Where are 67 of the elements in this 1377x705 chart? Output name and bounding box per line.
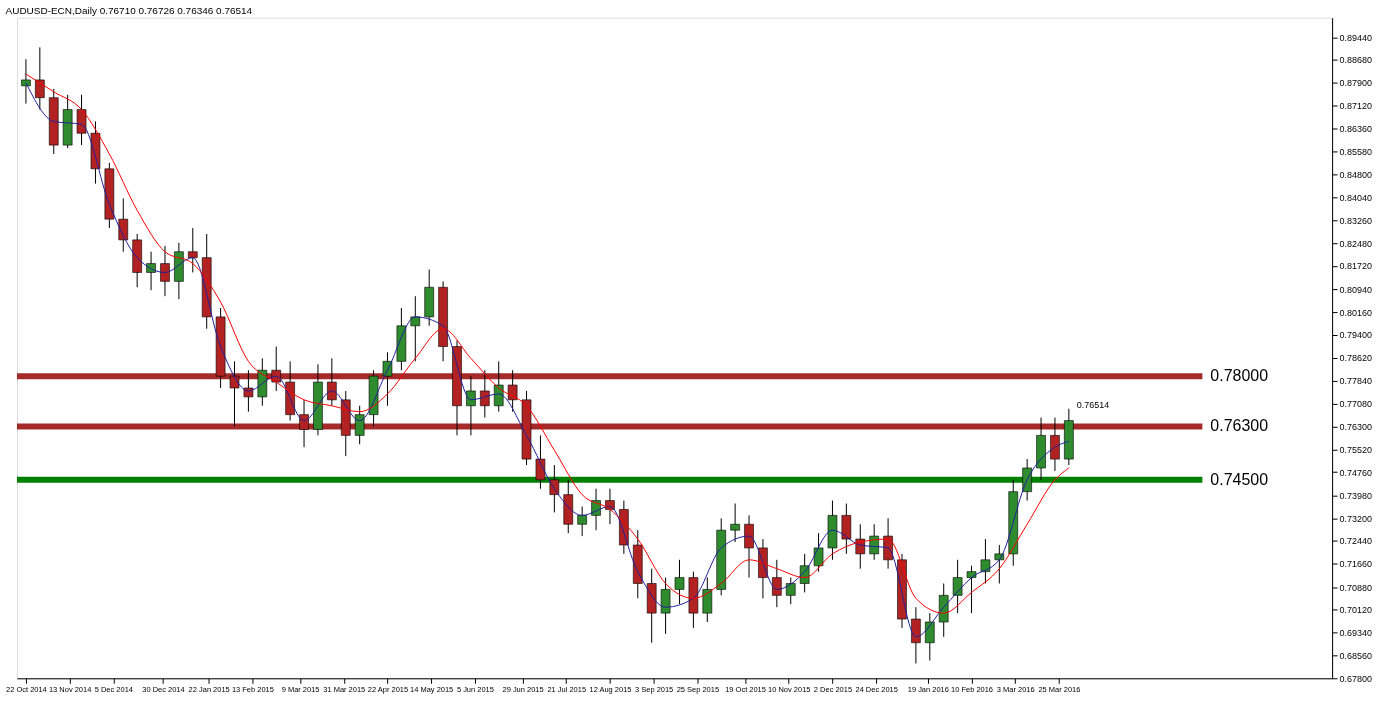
y-tick-label: 0.70880 — [1339, 582, 1373, 593]
y-tick-label: 0.71660 — [1339, 559, 1373, 570]
y-tick-label: 0.77080 — [1339, 398, 1373, 409]
candlestick — [188, 227, 198, 273]
candlestick — [660, 577, 671, 635]
y-tick-label: 0.80940 — [1339, 284, 1373, 295]
y-tick-label: 0.80160 — [1339, 307, 1373, 318]
y-tick-label: 0.78620 — [1339, 353, 1373, 364]
candlestick — [229, 360, 240, 427]
y-tick-label: 0.73980 — [1339, 490, 1373, 501]
candlestick — [772, 559, 782, 608]
y-tick-label: 0.84800 — [1339, 170, 1373, 181]
candlestick — [410, 295, 421, 362]
candlestick — [466, 375, 476, 436]
y-tick-label: 0.83260 — [1339, 215, 1373, 226]
candlestick — [785, 577, 796, 605]
y-tick-label: 0.84040 — [1339, 192, 1373, 203]
candlestick — [76, 94, 87, 146]
candlestick — [243, 369, 254, 413]
chart-title: AUDUSD-ECN,Daily 0.76710 0.76726 0.76346 0.76514 — [5, 4, 253, 16]
candlestick — [925, 612, 935, 662]
y-tick-label: 0.67800 — [1339, 673, 1373, 684]
y-tick-label: 0.81720 — [1339, 261, 1373, 272]
candlestick — [507, 369, 518, 413]
y-tick-label: 0.89440 — [1339, 32, 1373, 43]
candlestick — [744, 514, 754, 579]
y-tick-label: 0.75520 — [1339, 445, 1373, 456]
candlestick — [327, 357, 337, 407]
candlestick — [674, 559, 685, 605]
candlestick — [35, 46, 45, 111]
y-tick-label: 0.69340 — [1339, 628, 1373, 639]
y-tick-label: 0.72440 — [1339, 536, 1373, 547]
candlestick — [994, 544, 1005, 584]
y-tick-label: 0.76300 — [1339, 421, 1373, 432]
candlestick — [952, 559, 963, 614]
candlestick — [813, 532, 824, 573]
candlestick — [577, 505, 587, 537]
candlestick — [730, 503, 740, 543]
candlestick — [535, 434, 546, 490]
y-tick-label: 0.87900 — [1339, 78, 1373, 89]
y-tick-label: 0.86360 — [1339, 124, 1373, 134]
ref-line-label: 0.74500 — [1210, 470, 1269, 488]
candlestick — [911, 606, 921, 664]
candlestick — [841, 503, 852, 555]
ref-line-label: 0.78000 — [1210, 367, 1269, 385]
y-tick-label: 0.88680 — [1339, 55, 1373, 66]
candlestick — [702, 577, 713, 623]
candlestick — [21, 58, 31, 105]
candlestick — [354, 405, 365, 445]
y-tick-label: 0.68560 — [1339, 651, 1373, 662]
y-tick-label: 0.79400 — [1339, 330, 1373, 341]
y-tick-label: 0.74760 — [1339, 467, 1373, 478]
candlestick — [480, 369, 490, 419]
y-tick-label: 0.70120 — [1339, 605, 1373, 616]
y-tick-label: 0.85580 — [1339, 147, 1373, 158]
candlestick — [118, 197, 129, 253]
candlestick — [1050, 417, 1060, 472]
annotation: 0.76514 — [1076, 400, 1110, 411]
y-tick-label: 0.73200 — [1339, 513, 1373, 524]
y-tick-label: 0.82480 — [1339, 238, 1373, 249]
candlestick — [966, 565, 977, 614]
candlestick — [980, 538, 991, 584]
candlestick — [299, 399, 309, 448]
y-tick-label: 0.77840 — [1339, 376, 1373, 387]
ref-line-label: 0.76300 — [1210, 417, 1269, 435]
candlestick — [160, 245, 170, 297]
y-tick-label: 0.87120 — [1339, 101, 1373, 112]
